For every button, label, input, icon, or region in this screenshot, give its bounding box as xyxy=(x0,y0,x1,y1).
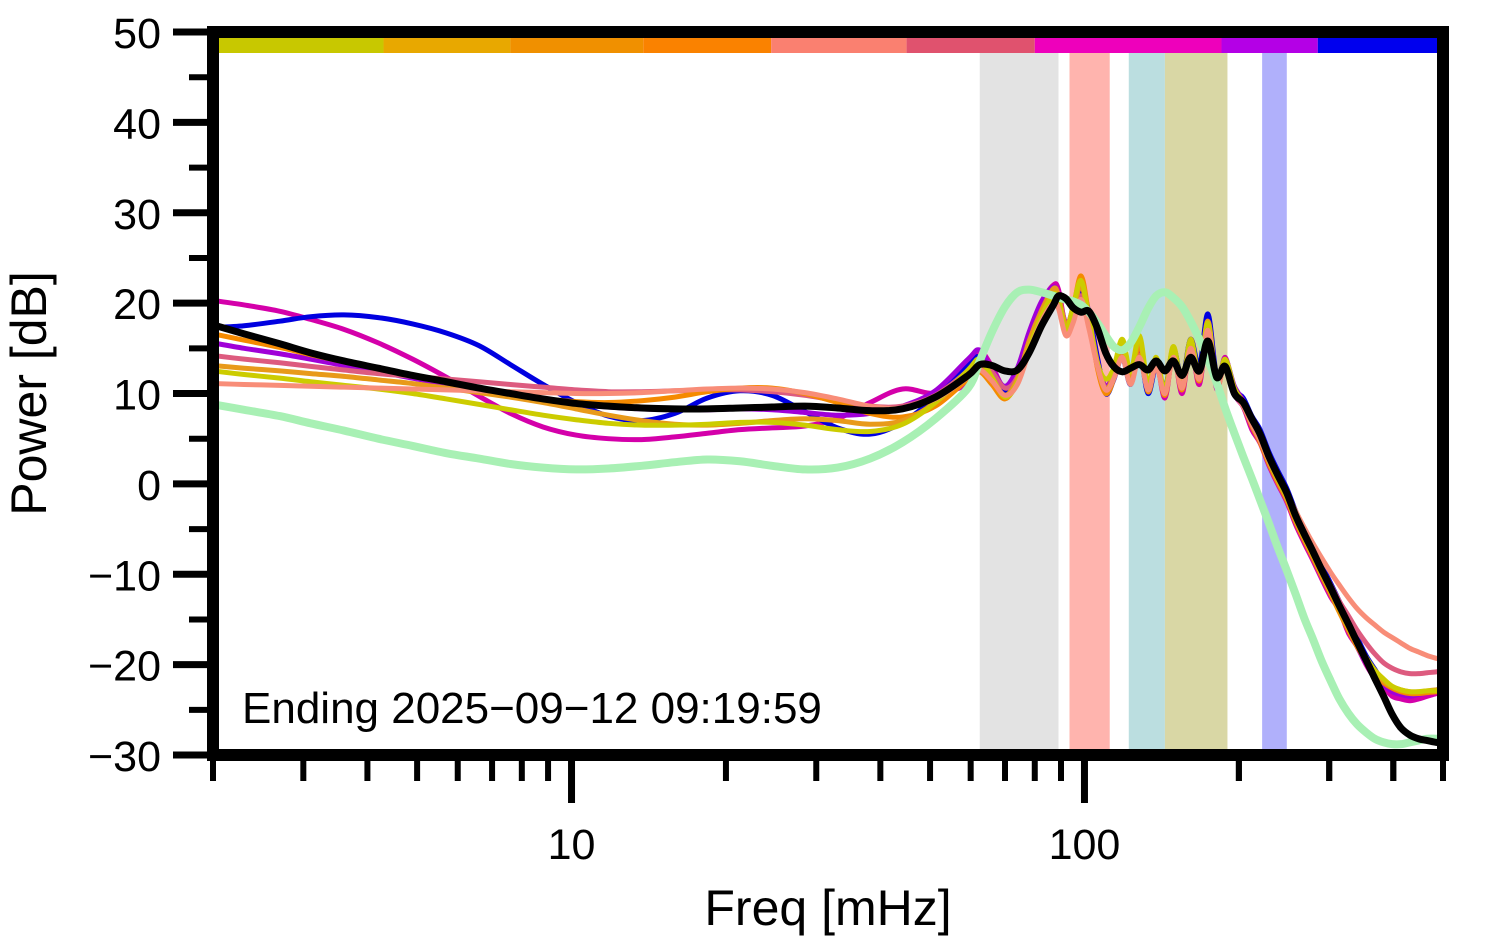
band-gray xyxy=(979,50,1059,755)
colorbar-band-6 xyxy=(906,37,1035,53)
colorbar-band-7 xyxy=(1034,37,1222,53)
y-tick-label: 0 xyxy=(137,462,161,510)
y-axis-label: Power [dB] xyxy=(1,271,57,516)
colorbar-band-8 xyxy=(1221,37,1318,53)
y-tick-label: −30 xyxy=(88,733,161,781)
y-tick-label: −20 xyxy=(88,643,161,691)
colorbar-band-2 xyxy=(383,37,511,53)
shaded-bands-group xyxy=(979,50,1287,755)
colorbar-band-9 xyxy=(1317,37,1443,53)
x-axis-label: Freq [mHz] xyxy=(704,880,951,936)
band-lavender xyxy=(1262,50,1287,755)
colorbar-band-3 xyxy=(510,37,644,53)
y-tick-label: 50 xyxy=(113,10,161,58)
band-cyan xyxy=(1128,50,1165,755)
y-tick-label: −10 xyxy=(88,552,161,600)
series-trace-lightgreen xyxy=(213,285,1443,749)
spectra-series-group xyxy=(213,273,1443,749)
colorbar-band-5 xyxy=(771,37,907,53)
frequency-colorbar xyxy=(213,37,1443,53)
series-trace-salmon xyxy=(213,297,1443,663)
y-tick-label: 10 xyxy=(113,372,161,420)
x-axis-ticks: 10 100 xyxy=(210,755,1446,869)
y-tick-label: 30 xyxy=(113,191,161,239)
x-tick-label: 10 xyxy=(548,821,596,869)
colorbar-band-1 xyxy=(213,37,384,53)
band-pink xyxy=(1069,50,1110,755)
ending-timestamp-annotation: Ending 2025−09−12 09:19:59 xyxy=(242,684,822,733)
series-median-black xyxy=(213,292,1443,746)
y-axis-ticks: −30 −20 −10 0 10 20 30 40 50 xyxy=(88,10,213,781)
colorbar-band-4 xyxy=(643,37,772,53)
band-khaki xyxy=(1164,50,1228,755)
y-tick-label: 40 xyxy=(113,100,161,148)
y-tick-label: 20 xyxy=(113,281,161,329)
x-tick-label: 100 xyxy=(1049,821,1121,869)
